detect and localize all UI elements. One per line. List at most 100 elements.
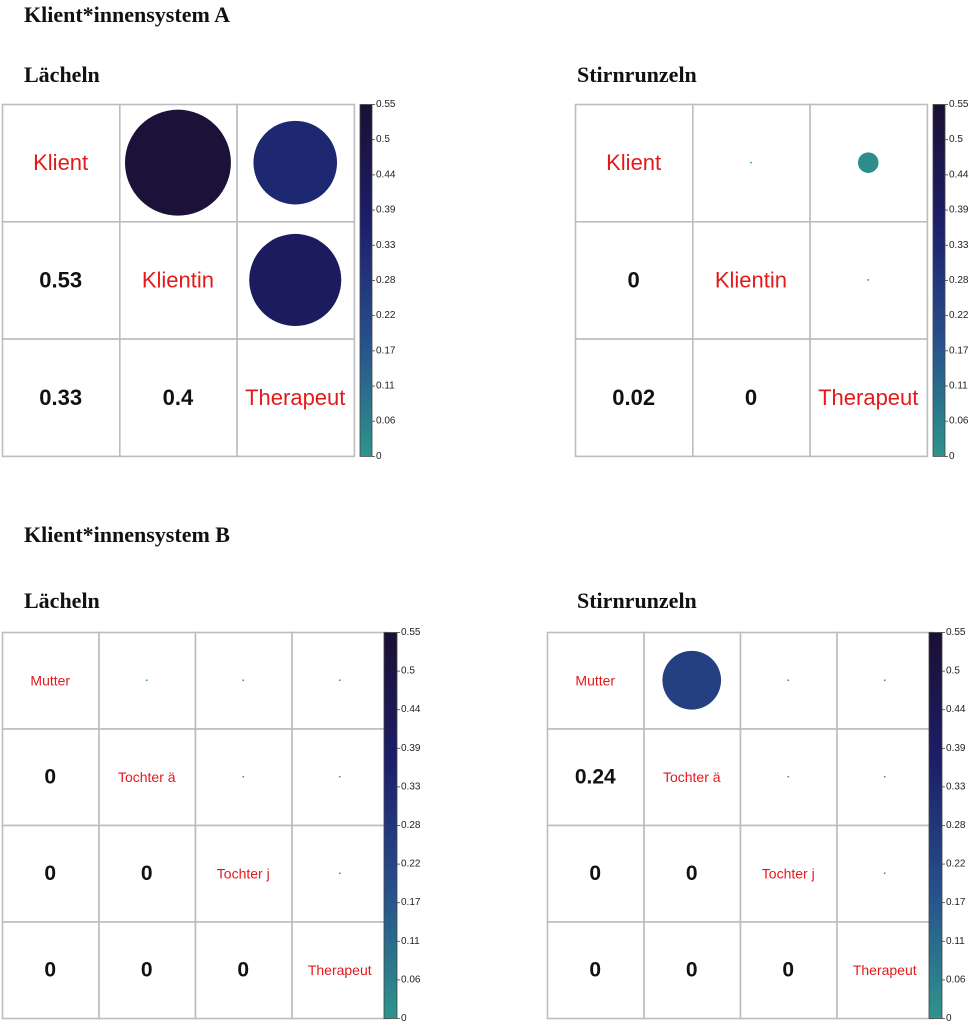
grid-cell <box>836 921 935 1020</box>
grid-cell <box>574 338 694 458</box>
correlation-circle <box>750 161 752 164</box>
colorbar-tick-label: 0.55 <box>949 99 969 110</box>
grid-cell <box>1 921 100 1020</box>
colorbar-tick-label: 0.33 <box>401 781 421 792</box>
correlation-value: 0 <box>44 958 56 981</box>
colorbar-tick-label: 0.11 <box>376 381 395 392</box>
variable-label: Therapeut <box>818 385 918 410</box>
colorbar-tick-label: 0 <box>401 1013 407 1024</box>
correlation-circle <box>787 679 790 682</box>
colorbar-tick-label: 0.22 <box>949 310 969 321</box>
panel-title-a-stirnrunzeln: Stirnrunzeln <box>577 62 697 87</box>
colorbar-tick-label: 0.55 <box>946 627 966 638</box>
correlation-value: 0 <box>686 958 698 981</box>
corrplot-svg: Mutter 0.24 Tochter ä 0 0 Tochter j 0 0 0 Therape… <box>546 627 966 1024</box>
corrplot-svg: Klient 0.53 Klientin 0.33 0.4 Therapeut 0 0.06 0… <box>1 99 396 462</box>
grid-cell <box>574 221 694 340</box>
variable-label: Therapeut <box>308 962 372 978</box>
correlation-circle <box>124 109 231 216</box>
colorbar-tick-label: 0.5 <box>949 134 963 145</box>
grid-cell <box>1 103 121 223</box>
colorbar-tick-label: 0.17 <box>376 345 396 356</box>
colorbar <box>928 632 943 1019</box>
correlation-circle <box>787 775 790 778</box>
correlation-circle <box>338 679 341 682</box>
colorbar-tick-label: 0.06 <box>946 974 966 985</box>
corrplot-a-stirnrunzeln: Klient 0 Klientin 0.02 0 Therapeut 0 0.06 0.11 0.… <box>574 99 969 462</box>
colorbar-tick-label: 0.5 <box>376 134 390 145</box>
correlation-circle <box>883 679 886 682</box>
colorbar-tick-label: 0.11 <box>401 936 420 947</box>
grid-cell <box>739 921 838 1020</box>
grid-cell <box>546 824 645 923</box>
correlation-value: 0.02 <box>612 385 655 410</box>
corrplot-b-stirnrunzeln: Mutter 0.24 Tochter ä 0 0 Tochter j 0 0 0 Therape… <box>546 627 966 1024</box>
variable-label: Klient <box>33 150 88 175</box>
colorbar-tick-label: 0.39 <box>401 743 421 754</box>
correlation-circle <box>883 775 886 778</box>
correlation-value: 0.33 <box>39 385 82 410</box>
grid-cell <box>194 824 293 923</box>
colorbar-tick-label: 0.28 <box>401 820 421 831</box>
correlation-value: 0 <box>44 765 56 788</box>
grid-cell <box>1 338 121 458</box>
corrplot-svg: Klient 0 Klientin 0.02 0 Therapeut 0 0.06 0.11 0.… <box>574 99 969 462</box>
correlation-circle <box>867 279 870 281</box>
grid-cell <box>236 338 356 458</box>
correlation-circle <box>253 120 338 205</box>
correlation-circle <box>857 152 879 173</box>
correlation-value: 0.24 <box>575 765 616 788</box>
colorbar-tick-label: 0.22 <box>946 859 966 870</box>
corrplot-b-laecheln: Mutter 0 Tochter ä 0 0 Tochter j 0 0 0 Therapeut 0… <box>1 627 421 1024</box>
grid-cell <box>692 338 811 458</box>
colorbar-tick-label: 0.06 <box>949 416 969 427</box>
colorbar-tick-label: 0 <box>949 451 955 462</box>
correlation-value: 0.53 <box>39 267 82 292</box>
colorbar-tick-label: 0.39 <box>946 743 966 754</box>
correlation-circle <box>662 650 722 710</box>
colorbar-tick-label: 0 <box>946 1013 952 1024</box>
colorbar-tick-label: 0.33 <box>949 240 969 251</box>
colorbar <box>359 104 373 457</box>
colorbar-tick-label: 0.17 <box>946 897 966 908</box>
variable-label: Therapeut <box>853 962 917 978</box>
grid-cell <box>1 631 100 730</box>
colorbar-tick-label: 0.39 <box>949 205 969 216</box>
correlation-circle <box>883 872 886 875</box>
correlation-value: 0 <box>782 958 794 981</box>
colorbar-tick-label: 0.33 <box>946 781 966 792</box>
grid-cell <box>574 103 694 223</box>
correlation-circle <box>338 872 341 875</box>
correlation-circle <box>145 679 148 682</box>
grid-cell <box>643 921 742 1020</box>
grid-cell <box>98 824 197 923</box>
correlation-value: 0 <box>141 958 153 981</box>
colorbar-tick-label: 0.28 <box>946 820 966 831</box>
colorbar-tick-label: 0.5 <box>401 666 415 677</box>
variable-label: Klientin <box>715 267 787 292</box>
colorbar-tick-label: 0.44 <box>949 169 969 180</box>
variable-label: Tochter ä <box>663 769 721 785</box>
colorbar-tick-label: 0.17 <box>949 345 969 356</box>
panel-title-a-laecheln: Lächeln <box>24 62 100 87</box>
colorbar <box>932 104 946 457</box>
colorbar-tick-label: 0.5 <box>946 666 960 677</box>
correlation-value: 0 <box>745 385 757 410</box>
correlation-circle <box>242 679 245 682</box>
panel-title-b-stirnrunzeln: Stirnrunzeln <box>577 588 697 613</box>
colorbar-tick-label: 0.28 <box>949 275 969 286</box>
section-title-a: Klient*innensystem A <box>24 2 230 27</box>
colorbar-tick-label: 0.55 <box>376 99 396 110</box>
colorbar-tick-label: 0.17 <box>401 897 421 908</box>
correlation-circle <box>242 775 245 778</box>
section-title-b: Klient*innensystem B <box>24 522 230 547</box>
correlation-value: 0 <box>141 862 153 885</box>
correlation-value: 0 <box>628 267 640 292</box>
correlation-value: 0 <box>686 862 698 885</box>
grid-cell <box>1 728 100 827</box>
colorbar-tick-label: 0.44 <box>376 169 396 180</box>
colorbar <box>383 632 398 1019</box>
variable-label: Klientin <box>142 267 214 292</box>
grid-cell <box>1 221 121 340</box>
colorbar-tick-label: 0.55 <box>401 627 421 638</box>
